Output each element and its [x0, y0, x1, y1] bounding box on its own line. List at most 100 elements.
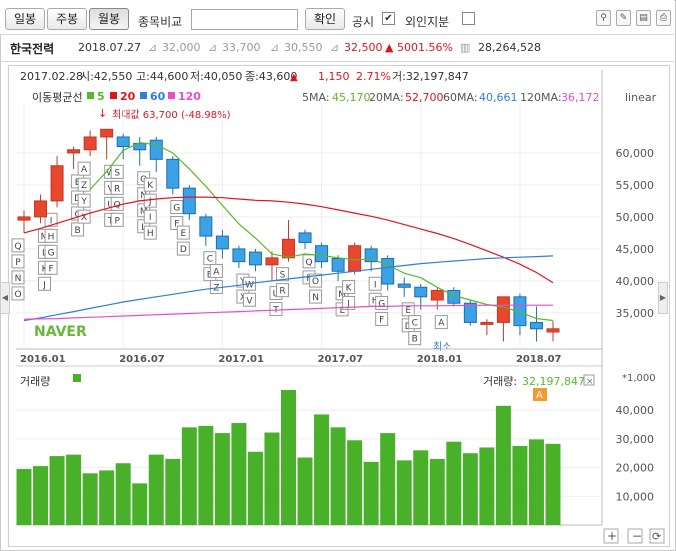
pin-icon[interactable]: ⚲ — [596, 10, 611, 26]
ma120-line — [23, 304, 553, 320]
weekly-button[interactable]: 주봉 — [47, 8, 87, 30]
volume-bar — [198, 425, 214, 525]
event-marker-letter: F — [174, 220, 179, 230]
volume-readout-label: 거래량: — [483, 375, 517, 388]
volume-bar — [82, 473, 98, 525]
candle-change-pct: 2.71% — [356, 70, 391, 83]
event-marker-letter: A — [438, 319, 445, 329]
reset-icon: ⟳ — [652, 530, 661, 543]
price-y-tick: 35,000 — [616, 307, 655, 320]
event-marker-letter: Q — [305, 258, 312, 268]
price-y-tick: 60,000 — [616, 147, 655, 160]
volume-bar — [347, 440, 363, 525]
event-marker-box — [77, 177, 91, 192]
zoom-out-button[interactable] — [627, 528, 643, 544]
candle-close: 종:43,600 — [245, 70, 297, 83]
volume-close-box[interactable] — [583, 374, 595, 386]
event-marker-box — [143, 209, 157, 224]
event-marker-letter: G — [173, 204, 180, 214]
candle-body — [133, 142, 147, 151]
event-marker-box — [203, 251, 217, 266]
event-marker-letter: M — [140, 207, 148, 217]
event-marker-letter: O — [312, 277, 319, 287]
volume-bar — [214, 433, 230, 525]
reset-button[interactable] — [649, 528, 665, 544]
ma20-readout-value: 52,700 — [405, 91, 444, 104]
candle-low: 저:40,050 — [190, 70, 242, 83]
event-marker-letter: H — [147, 229, 154, 239]
event-marker-box — [143, 177, 157, 192]
event-marker-letter: K — [147, 181, 154, 191]
event-marker-box — [408, 331, 422, 346]
candle-body — [480, 321, 494, 325]
low-value: 30,550 — [284, 41, 323, 54]
event-marker-letter: P — [114, 216, 120, 226]
ma5-readout-value: 45,170 — [332, 91, 371, 104]
volume-y-tick: 30,000 — [616, 433, 655, 446]
event-marker-box — [11, 286, 25, 301]
monthly-button[interactable]: 월봉 — [89, 8, 129, 30]
scale-label[interactable]: linear — [625, 91, 657, 104]
change-value: ▲ 500 — [385, 41, 418, 54]
volume-bars — [16, 390, 561, 525]
scroll-left-arrow[interactable]: ◀ — [0, 282, 10, 314]
event-marker-letter: M — [41, 232, 49, 242]
compare-label: 종목비교 — [138, 15, 183, 29]
confirm-button[interactable]: 확인 — [305, 8, 345, 30]
volume-bar — [281, 390, 296, 525]
naver-watermark: NAVER — [34, 324, 87, 340]
candle-body — [199, 216, 213, 237]
ma5-swatch — [87, 92, 94, 99]
x-tick: 2017.01 — [218, 354, 264, 365]
event-marker-letter: Y — [80, 197, 87, 207]
event-marker-box — [242, 292, 256, 307]
event-marker-letter: U — [107, 200, 114, 210]
event-marker-letter: A — [213, 267, 220, 277]
max-arrow: ↓ — [98, 107, 107, 120]
candle-date: 2017.02.28 — [20, 70, 83, 83]
marker-a-badge[interactable] — [533, 388, 547, 401]
close-value: 32,500 — [344, 41, 383, 54]
disclosure-checkbox[interactable]: ✔ — [382, 12, 395, 25]
zoom-in-button[interactable] — [603, 528, 619, 544]
event-marker-letter: S — [114, 168, 120, 178]
volume-bar — [66, 454, 82, 525]
ma20-swatch — [110, 92, 117, 99]
event-marker-box — [176, 225, 190, 240]
save-icon[interactable]: ▤ — [636, 10, 651, 26]
event-marker-letter: E — [405, 306, 411, 316]
candle-body — [67, 149, 81, 154]
x-tick: 2017.07 — [318, 354, 364, 365]
disclosure-label: 공시 — [352, 15, 375, 29]
event-marker-box — [309, 289, 323, 304]
event-marker-box — [11, 238, 25, 253]
volume-bar — [528, 439, 544, 525]
candle-body — [116, 136, 130, 148]
volume-bar — [99, 470, 115, 525]
ma20-readout-label: 20MA: — [369, 91, 404, 104]
price-y-tick: 50,000 — [616, 211, 655, 224]
event-marker-box — [209, 263, 223, 278]
volume-bar — [363, 461, 379, 525]
event-marker-box — [71, 222, 85, 237]
candle-body — [463, 302, 477, 323]
event-marker-letter: B — [207, 271, 213, 281]
scroll-right-arrow[interactable]: ▶ — [658, 282, 668, 314]
candle-body — [430, 289, 444, 301]
event-marker-box — [342, 279, 356, 294]
daily-button[interactable]: 일봉 — [5, 8, 45, 30]
print-icon[interactable]: ⎙ — [656, 10, 671, 26]
compare-input[interactable] — [191, 9, 298, 30]
ma-legend-title: 이동평균선 — [32, 91, 83, 104]
candle-body — [215, 235, 229, 250]
event-marker-letter: L — [141, 223, 146, 233]
foreign-checkbox[interactable] — [462, 12, 475, 25]
event-marker-box — [77, 193, 91, 208]
candle-body — [546, 328, 560, 333]
volume-close-icon[interactable]: × — [586, 377, 594, 387]
volume-bar — [330, 427, 346, 525]
event-marker-box — [11, 270, 25, 285]
pen-icon[interactable]: ✎ — [616, 10, 631, 26]
candle-volume: 거:32,197,847 — [392, 70, 469, 83]
candle-body — [166, 158, 180, 189]
